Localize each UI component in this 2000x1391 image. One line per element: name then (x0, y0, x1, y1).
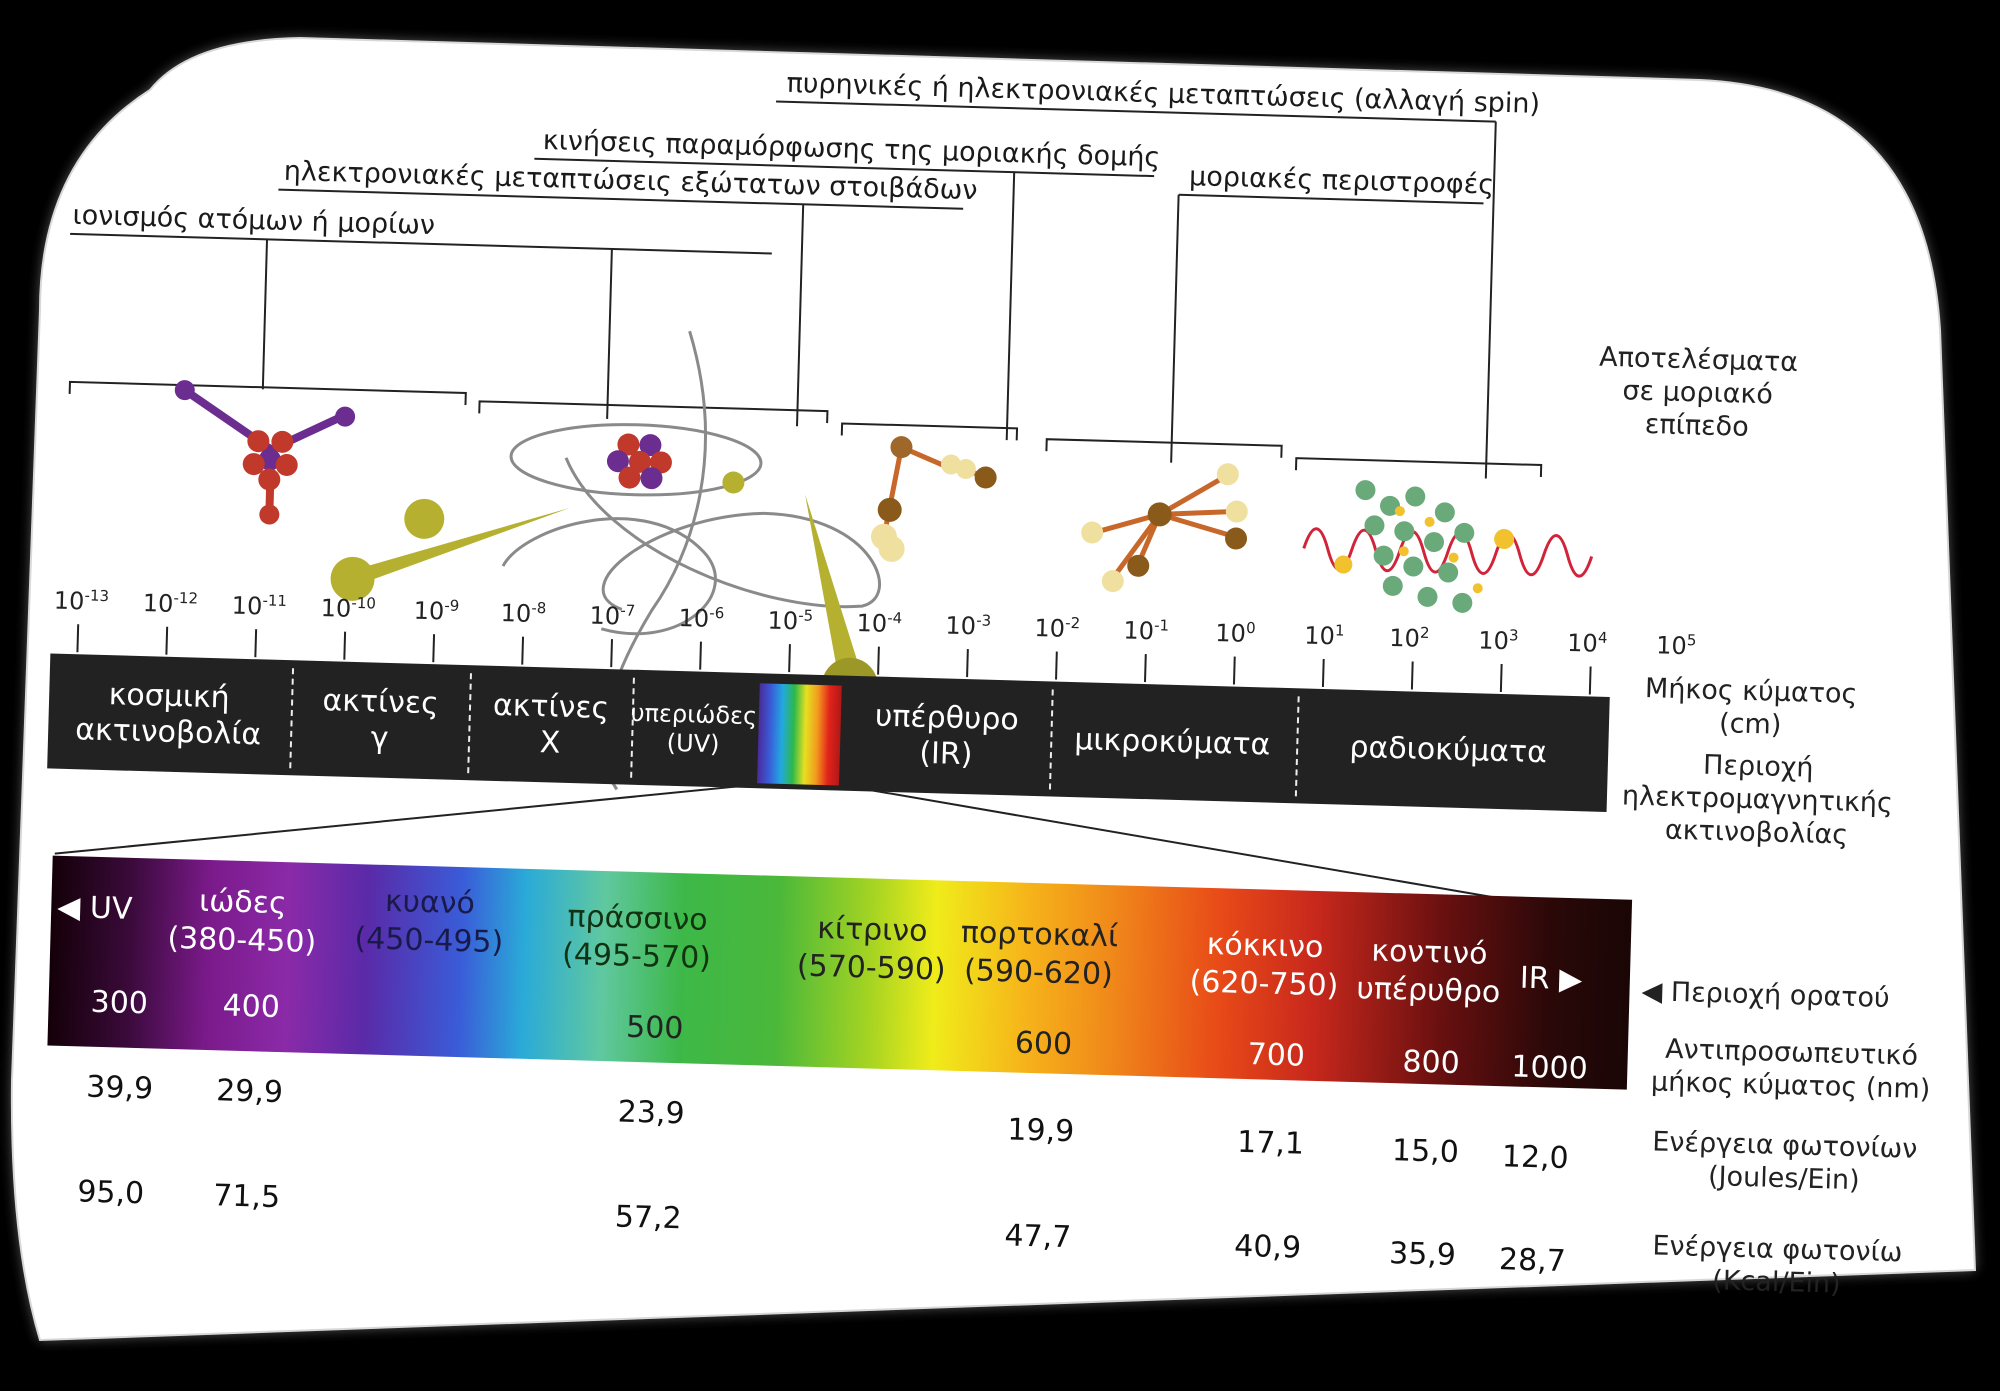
em-region-label: Περιοχή ηλεκτρομαγνητικής ακτινοβολίας (1621, 749, 1894, 851)
energy-kcal-value: 95,0 (76, 1174, 145, 1212)
energy-joules-value: 15,0 (1391, 1133, 1460, 1170)
visible-region-label: ◀ Περιοχή ορατού (1641, 976, 1891, 1014)
wavelength-value: 300 (90, 984, 149, 1022)
region-microwave: μικροκύματα (1073, 721, 1271, 763)
energy-joules-value: 23,9 (617, 1094, 686, 1132)
energy-kcal-value: 71,5 (212, 1178, 281, 1216)
region-uv: υπεριώδες (UV) (630, 698, 758, 758)
scale-label: 10-4 (856, 608, 903, 638)
yellow-label: κίτρινο (570-590) (796, 911, 947, 988)
region-ir: υπέρθυρο (IR) (874, 698, 1020, 772)
green-label: πράσσινο (495-570) (561, 899, 712, 976)
energy-kcal-value: 35,9 (1388, 1236, 1457, 1273)
scale-label: 10-11 (231, 591, 288, 621)
ir-marker: IR ▶ (1519, 960, 1583, 998)
red-label: κόκκινο (620-750) (1189, 926, 1339, 1004)
wavelength-value: 500 (625, 1009, 684, 1047)
wavelength-value: 400 (222, 988, 281, 1026)
vibration-molecule-illustration (870, 436, 997, 562)
scale-label: 101 (1303, 621, 1345, 651)
energy-joules-value: 12,0 (1501, 1139, 1570, 1177)
violet-label: ιώδες (380-450) (166, 883, 317, 960)
energy-joules-value: 19,9 (1006, 1112, 1075, 1150)
scale-label: 10-10 (320, 593, 377, 623)
uv-marker: ◀ UV (56, 889, 133, 927)
scale-label: 10-2 (1034, 613, 1081, 643)
energy-kcal-value: 57,2 (614, 1199, 683, 1237)
orange-label: πορτοκαλί (590-620) (960, 915, 1119, 992)
wavelength-value: 1000 (1510, 1049, 1589, 1087)
scale-label: 10-7 (589, 601, 636, 631)
visible-light-strip (757, 683, 842, 786)
wavelength-value: 700 (1247, 1037, 1306, 1074)
energy-joules-label: Ενέργεια φωτονίων (Joules/Ein) (1651, 1126, 1918, 1197)
scale-label: 10-13 (53, 586, 110, 616)
scale-label: 10-12 (142, 588, 199, 618)
rotation-molecule-illustration (1081, 463, 1248, 593)
scale-label: 103 (1477, 626, 1519, 656)
region-radio: ραδιοκύματα (1349, 729, 1548, 770)
molecular-effects-label: Αποτελέσματα σε μοριακό επίπεδο (1598, 341, 1799, 443)
scale-label: 100 (1215, 618, 1256, 648)
wavelength-value: 600 (1014, 1025, 1073, 1063)
energy-joules-value: 17,1 (1236, 1124, 1305, 1162)
scale-label: 10-3 (945, 611, 992, 641)
cyan-label: κυανό (450-495) (354, 883, 504, 960)
scale-label: 104 (1566, 628, 1608, 658)
energy-kcal-value: 40,9 (1233, 1228, 1302, 1266)
representative-wavelength-label: Αντιπροσωπευτικό μήκος κύματος (nm) (1650, 1033, 1931, 1106)
scale-label: 10-9 (413, 596, 460, 626)
wavelength-cm-label: Μήκος κύματος (cm) (1644, 673, 1858, 741)
energy-joules-value: 29,9 (215, 1073, 284, 1111)
energy-joules-value: 39,9 (85, 1069, 154, 1107)
region-xray: ακτίνες Χ (492, 687, 610, 761)
energy-kcal-value: 47,7 (1003, 1218, 1072, 1256)
scale-label: 102 (1388, 623, 1430, 653)
scale-label: 10-5 (767, 606, 814, 636)
scale-label: 10-1 (1123, 616, 1170, 646)
atomic-molecules-illustration (174, 330, 881, 791)
scale-label: 105 (1655, 631, 1697, 661)
scale-label: 10-6 (678, 603, 725, 633)
scale-label: 10-8 (500, 598, 547, 628)
near-ir-label: κοντινό υπέρυθρο (1356, 933, 1501, 1010)
energy-kcal-value: 28,7 (1498, 1242, 1567, 1280)
energy-kcal-label: Ενέργεια φωτονίω (Kcal/Ein) (1652, 1230, 1903, 1300)
spin-molecule-illustration (1302, 480, 1594, 613)
region-cosmic: κοσμική ακτινοβολία (74, 676, 262, 752)
region-gamma: ακτίνες γ (322, 682, 440, 756)
wavelength-value: 800 (1402, 1044, 1461, 1081)
